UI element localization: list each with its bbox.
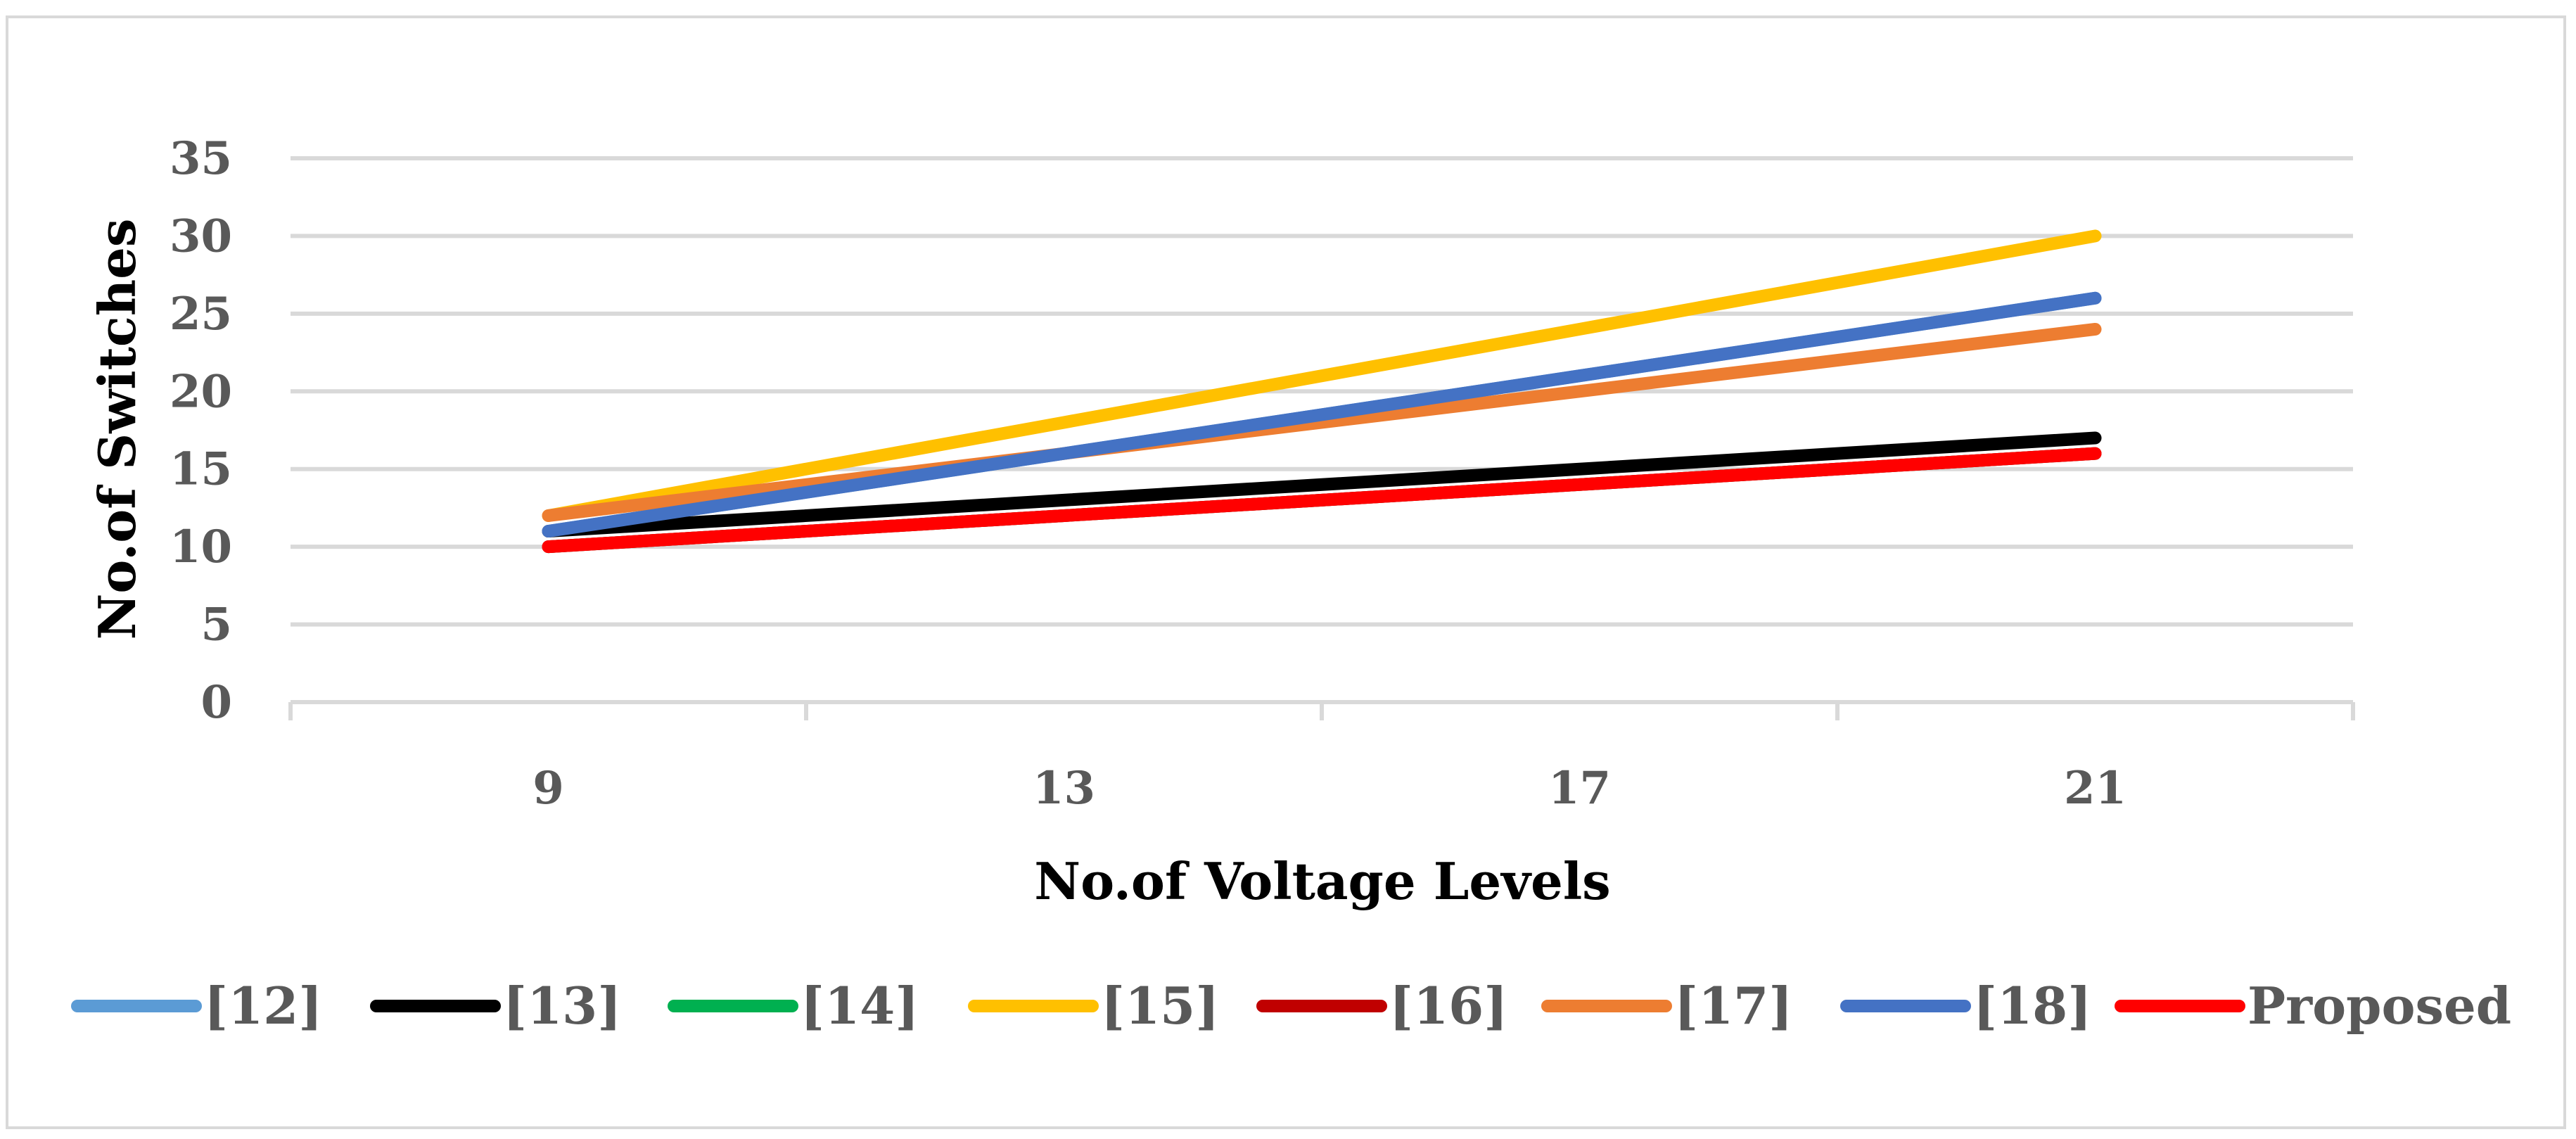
- legend-label: [17]: [1674, 976, 1792, 1036]
- legend-label: [15]: [1101, 976, 1219, 1036]
- series-line-1: [542, 431, 2102, 538]
- legend-label: Proposed: [2247, 976, 2511, 1036]
- legend-label: [12]: [204, 976, 322, 1036]
- series-line-5: [542, 322, 2102, 522]
- y-tick-label: 10: [170, 521, 232, 573]
- y-tick-label: 30: [170, 210, 232, 262]
- series-lines: [542, 229, 2102, 554]
- y-tick-label: 0: [200, 676, 232, 729]
- series-line-6: [542, 291, 2102, 538]
- x-tick-label: 9: [533, 762, 564, 815]
- x-axis: [288, 700, 2355, 720]
- series-line-7: [542, 447, 2102, 554]
- series-line-3: [542, 229, 2102, 522]
- y-tick-label: 35: [170, 132, 232, 185]
- x-tick-label: 13: [1033, 762, 1095, 815]
- y-tick-label: 25: [170, 288, 232, 341]
- legend-label: [18]: [1973, 976, 2091, 1036]
- x-tick-label: 17: [1548, 762, 1611, 815]
- legend-label: [16]: [1389, 976, 1507, 1036]
- x-axis-tick-labels: 9 13 17 21: [533, 762, 2127, 815]
- y-axis-title: No.of Switches: [87, 219, 147, 640]
- x-axis-title: No.of Voltage Levels: [1034, 851, 1610, 911]
- chart-frame: [6, 15, 2566, 1129]
- y-tick-label: 20: [170, 365, 232, 418]
- legend-label: [13]: [503, 976, 621, 1036]
- legend: [12] [13] [14] [15] [16] [17] [18] Proposed: [71, 976, 2511, 1036]
- x-tick-label: 21: [2064, 762, 2127, 815]
- y-axis-tick-labels: 0 5 10 15 20 25 30 35: [170, 132, 232, 729]
- y-tick-label: 15: [170, 443, 232, 496]
- legend-label: [14]: [801, 976, 919, 1036]
- gridlines: [291, 156, 2353, 627]
- y-tick-label: 5: [200, 599, 232, 651]
